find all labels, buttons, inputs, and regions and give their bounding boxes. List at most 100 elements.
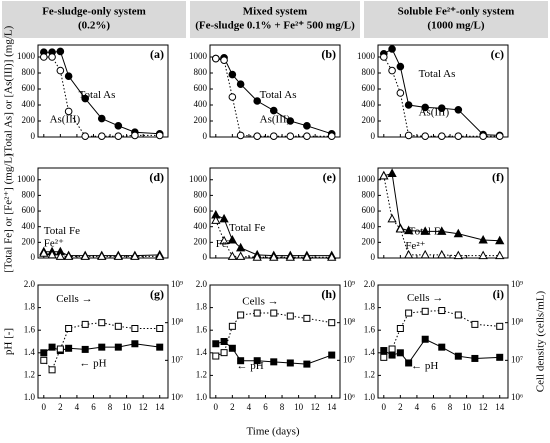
x-tick-label: 10 [294, 402, 304, 412]
series-label: As(III) [50, 114, 81, 126]
data-point [237, 311, 245, 319]
data-point [328, 319, 336, 327]
data-point [56, 47, 65, 56]
plot-frame [209, 284, 341, 399]
header-title: Mixed system [243, 6, 307, 18]
data-point [387, 213, 397, 223]
y-tick-label: 600 [362, 83, 376, 93]
y-tick-label: 400 [22, 99, 36, 109]
data-point [495, 235, 505, 245]
series-label: Cells → [407, 292, 443, 304]
y-tick-label: 1.2 [196, 369, 207, 379]
data-point [65, 325, 73, 333]
y2-axis-label: Cell density (cells/mL) [535, 290, 547, 392]
data-point [56, 66, 65, 75]
data-point [97, 132, 106, 140]
data-point [114, 132, 123, 140]
series-label: As(III) [260, 114, 291, 126]
data-point [63, 251, 74, 260]
data-point [437, 226, 447, 235]
y-tick-label: 1000 [357, 51, 376, 61]
panel-label: (c) [491, 47, 504, 61]
x-tick-label: 2 [398, 402, 403, 412]
x-tick-label: 6 [263, 402, 268, 412]
data-point [438, 307, 446, 315]
x-tick-label: 8 [280, 402, 285, 412]
y-tick-label: 1.6 [24, 324, 36, 334]
series-label: Total Fe [44, 225, 80, 237]
y-tick-label: 400 [194, 99, 208, 109]
y-tick-label: 800 [362, 189, 376, 199]
header-title: (0.2%) [78, 20, 110, 32]
x-tick-label: 14 [327, 402, 337, 412]
panel-label: (e) [323, 170, 336, 184]
data-point [253, 132, 261, 140]
y-tick-label: 200 [194, 115, 208, 125]
data-point [396, 62, 405, 71]
data-point [404, 131, 413, 140]
data-point [303, 360, 311, 368]
data-point [156, 325, 164, 333]
data-point [56, 345, 64, 353]
y2-tick-label: 10⁶ [171, 392, 183, 402]
y-tick-label: 0 [203, 252, 208, 262]
data-point [253, 97, 261, 105]
data-point [285, 252, 295, 261]
data-point [97, 114, 106, 123]
data-point [286, 359, 294, 367]
y-tick-label: 1000 [357, 174, 376, 184]
y-tick-label: 0 [31, 252, 36, 262]
series-label: Total Fe [229, 222, 265, 234]
data-point [379, 53, 388, 61]
y-tick-label: 1.0 [364, 392, 376, 402]
y-tick-label: 800 [194, 67, 208, 77]
data-point [380, 347, 388, 355]
data-point [39, 248, 49, 257]
data-point [81, 320, 89, 328]
data-point [438, 343, 446, 351]
data-point [388, 351, 396, 359]
panel-label: (g) [150, 287, 164, 301]
data-point [48, 366, 56, 374]
data-point [155, 251, 165, 260]
data-point [478, 234, 488, 244]
y2-tick-label: 10⁹ [343, 279, 355, 289]
y-tick-label: 600 [22, 205, 36, 215]
data-point [236, 80, 245, 88]
data-point [471, 320, 479, 328]
data-point [495, 132, 504, 140]
data-point [228, 70, 237, 79]
y-tick-label: 1.0 [196, 392, 208, 402]
header-title: Soluble Fe²⁺-only system [398, 6, 515, 18]
plot-frame [377, 167, 509, 259]
data-point [454, 352, 462, 360]
y-tick-label: 800 [22, 189, 36, 199]
data-point [387, 168, 397, 177]
x-tick-label: 6 [91, 402, 96, 412]
data-point [252, 252, 262, 261]
header-box [2, 1, 186, 38]
y-tick-label: 600 [194, 205, 208, 215]
data-point [437, 249, 447, 259]
x-tick-label: 4 [415, 402, 420, 412]
data-point [403, 249, 414, 259]
data-point [396, 349, 404, 357]
x-tick-label: 10 [462, 402, 472, 412]
data-point [55, 251, 65, 260]
series-label: Fe²⁺ [44, 237, 64, 249]
y-tick-label: 1000 [189, 51, 208, 61]
series-line [383, 175, 500, 257]
data-point [131, 325, 139, 333]
header-title: (1000 mg/L) [427, 20, 484, 32]
y2-tick-label: 10⁷ [511, 354, 523, 364]
y-tick-label: 400 [194, 221, 208, 231]
data-point [454, 311, 462, 319]
y-tick-label: 2.0 [364, 279, 376, 289]
y-tick-label: 600 [22, 83, 36, 93]
data-point [437, 132, 446, 140]
plot-frame [377, 284, 509, 399]
x-tick-label: 8 [448, 402, 453, 412]
data-point [253, 309, 261, 317]
data-point [270, 358, 278, 366]
y-tick-label: 1.2 [24, 369, 35, 379]
